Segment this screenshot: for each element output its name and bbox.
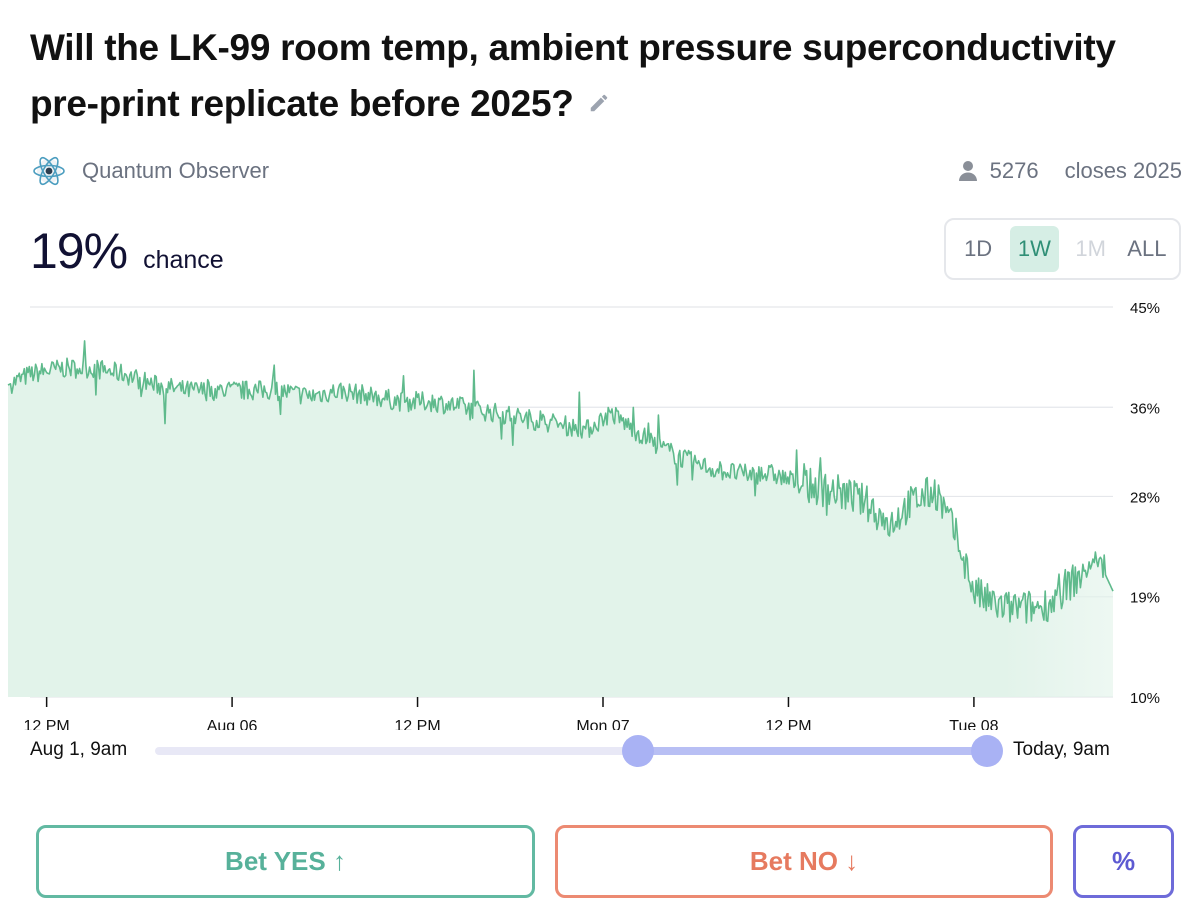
slider-end-label: Today, 9am: [1013, 739, 1110, 760]
slider-start-handle[interactable]: [621, 735, 654, 767]
y-tick-label: 10%: [1130, 690, 1160, 707]
pencil-icon[interactable]: [588, 74, 610, 130]
range-option-1m[interactable]: 1M: [1075, 236, 1106, 261]
market-title-text: Will the LK-99 room temp, ambient pressu…: [30, 27, 1116, 124]
range-option-all[interactable]: ALL: [1127, 236, 1167, 261]
slider-start-label: Aug 1, 9am: [30, 739, 128, 760]
probability-display: 19% chance: [30, 222, 224, 280]
y-tick-label: 28%: [1130, 489, 1160, 506]
bet-no-button[interactable]: Bet NO ↓: [555, 825, 1053, 898]
slider-track[interactable]: [155, 747, 987, 755]
x-tick-label: Tue 08: [949, 718, 998, 730]
traders-count: 5276: [989, 158, 1039, 183]
slider-selected-range: [637, 747, 987, 755]
probability-value: 19%: [30, 223, 128, 279]
percent-toggle-button[interactable]: %: [1073, 825, 1174, 898]
atom-icon: [30, 152, 68, 190]
y-tick-label: 19%: [1130, 590, 1160, 607]
time-range-toggle: 1D 1W 1M ALL: [944, 218, 1181, 280]
x-tick-label: 12 PM: [765, 718, 811, 730]
probability-label: chance: [143, 246, 224, 274]
y-tick-label: 36%: [1130, 400, 1160, 417]
user-icon: [958, 160, 978, 182]
range-option-1d[interactable]: 1D: [964, 236, 993, 261]
bet-yes-button[interactable]: Bet YES ↑: [36, 825, 535, 898]
market-meta: 5276 closes 2025: [958, 152, 1182, 190]
probability-line: [7, 340, 1114, 624]
slider-end-handle[interactable]: [971, 735, 1003, 767]
x-tick-label: Mon 07: [576, 718, 629, 730]
close-date: closes 2025: [1064, 158, 1182, 183]
probability-area: [8, 340, 1113, 697]
x-tick-label: 12 PM: [24, 718, 70, 730]
probability-chart[interactable]: 45% 36% 28% 19% 10% 12 PM Aug 06 12 PM Mon 07 12 …: [0, 290, 1200, 730]
market-title: Will the LK-99 room temp, ambient pressu…: [30, 20, 1180, 134]
creator-info[interactable]: Quantum Observer: [30, 152, 269, 190]
y-tick-label: 45%: [1130, 300, 1160, 317]
creator-name[interactable]: Quantum Observer: [82, 158, 270, 183]
range-option-1w[interactable]: 1W: [1010, 226, 1059, 272]
x-tick-label: 12 PM: [394, 718, 440, 730]
time-range-slider[interactable]: Aug 1, 9am Today, 9am: [0, 730, 1200, 772]
x-tick-label: Aug 06: [207, 718, 258, 730]
